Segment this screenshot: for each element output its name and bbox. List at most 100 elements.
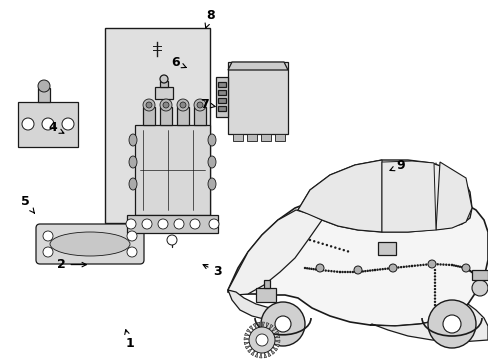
Circle shape bbox=[472, 273, 475, 275]
Ellipse shape bbox=[129, 134, 137, 146]
Circle shape bbox=[394, 266, 396, 269]
Text: 3: 3 bbox=[203, 265, 222, 278]
Circle shape bbox=[318, 269, 321, 271]
Polygon shape bbox=[381, 161, 435, 232]
Circle shape bbox=[324, 269, 326, 272]
Circle shape bbox=[452, 264, 454, 267]
Circle shape bbox=[309, 267, 312, 270]
Circle shape bbox=[317, 241, 319, 244]
Circle shape bbox=[208, 219, 219, 229]
Polygon shape bbox=[218, 82, 225, 87]
Circle shape bbox=[312, 268, 314, 270]
Polygon shape bbox=[254, 352, 257, 357]
Circle shape bbox=[343, 271, 346, 273]
Circle shape bbox=[458, 266, 460, 268]
Polygon shape bbox=[244, 333, 249, 336]
Circle shape bbox=[303, 267, 305, 269]
Circle shape bbox=[142, 219, 152, 229]
Circle shape bbox=[158, 219, 168, 229]
Circle shape bbox=[436, 263, 438, 265]
Circle shape bbox=[42, 118, 54, 130]
Circle shape bbox=[167, 235, 177, 245]
Circle shape bbox=[478, 279, 481, 282]
Polygon shape bbox=[160, 81, 168, 87]
Polygon shape bbox=[274, 340, 280, 342]
Circle shape bbox=[305, 267, 308, 270]
Circle shape bbox=[351, 271, 353, 273]
Ellipse shape bbox=[207, 178, 216, 190]
Circle shape bbox=[433, 263, 435, 265]
Circle shape bbox=[468, 270, 470, 272]
Polygon shape bbox=[218, 90, 225, 95]
Polygon shape bbox=[369, 304, 487, 342]
Circle shape bbox=[378, 268, 381, 271]
Circle shape bbox=[174, 219, 183, 229]
Circle shape bbox=[126, 219, 136, 229]
Polygon shape bbox=[160, 107, 172, 125]
Circle shape bbox=[314, 268, 316, 271]
Polygon shape bbox=[142, 107, 155, 125]
Polygon shape bbox=[256, 288, 275, 302]
Circle shape bbox=[127, 247, 137, 257]
Circle shape bbox=[444, 264, 447, 266]
Circle shape bbox=[127, 231, 137, 241]
Circle shape bbox=[399, 266, 402, 268]
Circle shape bbox=[462, 266, 464, 269]
Circle shape bbox=[450, 264, 452, 266]
Text: 4: 4 bbox=[48, 121, 64, 134]
Polygon shape bbox=[435, 162, 471, 230]
Circle shape bbox=[194, 99, 205, 111]
Polygon shape bbox=[18, 102, 78, 147]
Circle shape bbox=[381, 268, 383, 270]
Circle shape bbox=[419, 264, 421, 266]
Polygon shape bbox=[377, 242, 395, 255]
Circle shape bbox=[356, 271, 359, 273]
Polygon shape bbox=[272, 347, 277, 351]
Circle shape bbox=[405, 265, 407, 268]
Circle shape bbox=[477, 278, 480, 280]
Circle shape bbox=[348, 271, 351, 273]
Circle shape bbox=[342, 249, 344, 251]
Circle shape bbox=[433, 285, 435, 287]
Bar bbox=[261, 134, 270, 141]
Ellipse shape bbox=[129, 178, 137, 190]
Bar bbox=[105, 28, 209, 223]
Circle shape bbox=[341, 271, 343, 273]
Polygon shape bbox=[297, 160, 381, 232]
Polygon shape bbox=[249, 326, 253, 330]
Text: 5: 5 bbox=[21, 195, 34, 213]
Text: 7: 7 bbox=[200, 98, 215, 111]
Circle shape bbox=[482, 284, 484, 286]
Polygon shape bbox=[244, 342, 249, 345]
Polygon shape bbox=[267, 352, 270, 357]
Polygon shape bbox=[265, 323, 268, 328]
Polygon shape bbox=[245, 346, 250, 349]
Circle shape bbox=[402, 266, 404, 268]
Circle shape bbox=[433, 275, 435, 278]
Polygon shape bbox=[273, 331, 278, 334]
Circle shape bbox=[391, 267, 393, 269]
Circle shape bbox=[142, 99, 155, 111]
Circle shape bbox=[421, 264, 424, 266]
Circle shape bbox=[359, 270, 361, 273]
Circle shape bbox=[346, 271, 348, 273]
Circle shape bbox=[464, 267, 466, 269]
Circle shape bbox=[469, 271, 472, 273]
Circle shape bbox=[386, 267, 388, 270]
Polygon shape bbox=[270, 350, 274, 354]
Polygon shape bbox=[259, 353, 262, 358]
Circle shape bbox=[474, 274, 476, 276]
Polygon shape bbox=[269, 324, 272, 329]
Circle shape bbox=[383, 267, 386, 270]
Circle shape bbox=[427, 260, 435, 268]
Circle shape bbox=[465, 268, 468, 270]
Circle shape bbox=[427, 263, 429, 265]
Circle shape bbox=[43, 247, 53, 257]
Circle shape bbox=[442, 315, 460, 333]
Circle shape bbox=[316, 269, 318, 271]
Circle shape bbox=[410, 265, 412, 267]
Circle shape bbox=[335, 270, 338, 273]
Polygon shape bbox=[227, 290, 285, 322]
Circle shape bbox=[433, 301, 435, 303]
Circle shape bbox=[447, 264, 449, 266]
